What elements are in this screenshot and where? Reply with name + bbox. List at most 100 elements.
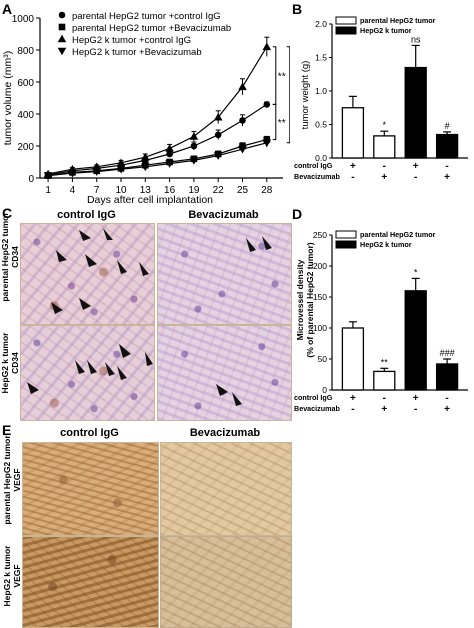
- panel-e-row-label-k: HepG2 k tumor VEGF: [2, 528, 22, 624]
- data-point: [92, 162, 101, 171]
- data-point: [239, 117, 246, 124]
- series-line: [47, 46, 268, 175]
- histology-image-k-bevacizumab-cd34: [157, 325, 292, 421]
- arrowhead-icon: [117, 366, 127, 380]
- chart-d-plot: 0 50 100 150 200 250 parental HepG2 tumorHepG2…: [294, 230, 468, 415]
- chart-b-plot: 0.0 0.5 1.0 1.5 2.0 parental HepG2 tumorHepG2…: [294, 16, 468, 183]
- legend-label: parental HepG2 tumor: [360, 230, 436, 239]
- arrowhead-icon: [79, 230, 91, 241]
- control-igg-sign: -: [383, 161, 386, 172]
- chart-b-ylabel: tumor weight (g): [300, 61, 311, 130]
- bar-annotation: *: [383, 120, 387, 130]
- y-tick-label: 600: [17, 78, 34, 89]
- data-point: [214, 131, 222, 139]
- control-igg-sign: +: [350, 393, 356, 404]
- arrowhead-icon: [87, 360, 97, 374]
- data-point: [165, 160, 174, 168]
- y-tick-label: 1.0: [315, 86, 327, 96]
- data-point: [141, 152, 150, 161]
- bevacizumab-sign: +: [381, 172, 387, 183]
- x-tick-label: 13: [140, 185, 152, 196]
- y-tick-label: 400: [17, 110, 34, 121]
- chart-d-ylabel-line-1: Microvessel density: [295, 259, 305, 340]
- bar-annotation: #: [445, 121, 450, 131]
- y-tick-label: 250: [313, 230, 327, 240]
- panel-e-col-title-bevacizumab: Bevacizumab: [189, 427, 261, 439]
- arrowhead-markers: [27, 344, 153, 394]
- panel-letter-d: D: [292, 206, 302, 222]
- y-tick-label: 1000: [12, 14, 35, 25]
- arrowhead-icon: [139, 262, 149, 276]
- panel-letter-e: E: [2, 422, 12, 438]
- row-label-control-igg: control IgG: [294, 161, 333, 170]
- tumor-weight-bar-chart: B 0.0 0.5 1.0 1.5 2.0 parental HepG2 tumorHep…: [292, 1, 468, 183]
- chart-d-ylabel-line-2: (% of parental HepG2 tumor): [305, 242, 315, 357]
- series-line: [48, 142, 267, 177]
- x-tick-label: 1: [45, 185, 51, 196]
- row-label-line-1: parental HepG2 tumor: [2, 435, 12, 525]
- legend-swatch: [335, 240, 357, 249]
- control-igg-sign: -: [383, 393, 386, 404]
- y-tick-label: 0: [28, 174, 34, 185]
- legend-swatch: [335, 230, 357, 239]
- row-label-line-2: VEGF: [12, 468, 22, 492]
- row-label-line-2: CD34: [10, 352, 20, 374]
- control-igg-sign: +: [413, 161, 419, 172]
- data-point: [189, 157, 199, 165]
- arrowhead-icon: [262, 236, 272, 250]
- panel-e-col-title-control: control IgG: [60, 427, 119, 439]
- microvessel-density-bar-chart: D 0 50 100 150 200 250 parental HepG2 tumorHep…: [292, 206, 468, 415]
- legend-marker: [58, 11, 66, 19]
- arrowhead-icon: [119, 344, 131, 358]
- bevacizumab-sign: -: [351, 404, 354, 415]
- histology-image-k-control-vegf: [22, 536, 159, 628]
- arrowhead-icon: [232, 392, 242, 406]
- chart-a-ylabel: tumor volume (mm³): [2, 51, 14, 146]
- y-tick-label: 100: [313, 323, 327, 333]
- tumor-volume-line-chart: A 0 200 400 600 800 1000 1 4 7 10 13 16 19 22 25 28 par…: [2, 1, 290, 205]
- data-point: [189, 132, 199, 140]
- data-point: [116, 158, 126, 167]
- arrowhead-icon: [216, 384, 228, 396]
- y-tick-label: 800: [17, 46, 34, 57]
- data-point: [68, 169, 77, 178]
- arrowhead-icon: [117, 260, 127, 274]
- x-tick-label: 22: [213, 185, 225, 196]
- legend-marker: [58, 23, 66, 31]
- data-point: [238, 82, 247, 91]
- bar: [404, 66, 427, 159]
- bar: [341, 327, 365, 391]
- x-tick-label: 25: [237, 185, 249, 196]
- bevacizumab-sign: +: [444, 404, 450, 415]
- control-igg-sign: +: [350, 161, 356, 172]
- data-point: [141, 163, 150, 172]
- x-tick-label: 10: [115, 185, 127, 196]
- arrowhead-icon: [103, 228, 113, 240]
- bar: [404, 290, 427, 391]
- y-tick-label: 0.0: [315, 153, 327, 163]
- bar-annotation: ###: [440, 348, 455, 358]
- bar-annotation: ns: [411, 34, 421, 44]
- data-point: [213, 112, 223, 121]
- chart-a-series: ******: [43, 36, 290, 180]
- arrowhead-icon: [246, 238, 256, 252]
- y-tick-label: 150: [313, 292, 327, 302]
- row-label-line-2: VEGF: [12, 564, 22, 588]
- histology-image-parental-bevacizumab-vegf: [160, 442, 292, 536]
- y-tick-label: 0: [322, 385, 327, 395]
- arrowhead-markers: [216, 384, 242, 406]
- row-label-line-1: HepG2 k tumor: [0, 332, 10, 394]
- histology-image-k-control-cd34: [20, 325, 155, 421]
- significance-mark: **: [278, 72, 286, 83]
- series-line: [48, 103, 268, 176]
- data-point: [43, 172, 53, 180]
- bevacizumab-sign: +: [381, 404, 387, 415]
- panel-letter-b: B: [292, 1, 302, 17]
- series-line: [48, 139, 267, 177]
- data-point: [116, 165, 126, 174]
- data-point: [262, 42, 272, 51]
- histology-image-parental-bevacizumab-cd34: [157, 223, 292, 325]
- bar: [435, 363, 459, 391]
- legend-marker: [57, 47, 67, 56]
- bar: [373, 135, 396, 159]
